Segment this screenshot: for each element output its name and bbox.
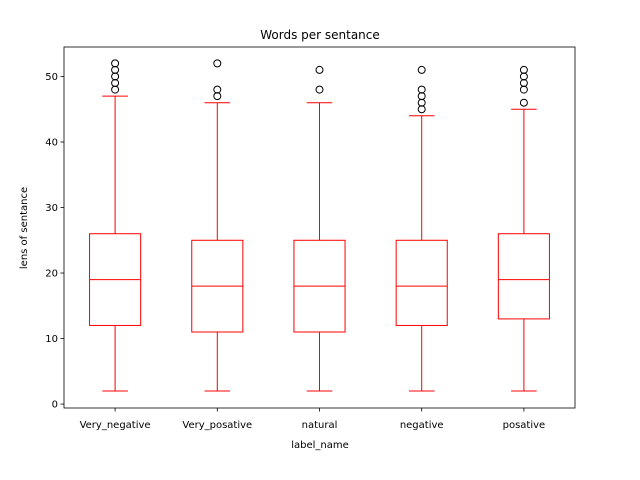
x-tick-label: Very_posative (182, 420, 252, 431)
box-natural (293, 65, 346, 392)
box-very-negative (89, 59, 142, 392)
flier-point (417, 65, 426, 74)
y-tick-label: 30 (45, 203, 58, 214)
chart-title: Words per sentance (260, 28, 380, 42)
y-tick-label: 20 (45, 269, 58, 280)
y-tick-label: 50 (45, 72, 58, 83)
box-posative (497, 65, 550, 392)
box-very-posative (191, 59, 244, 392)
flier-point (417, 98, 426, 107)
x-axis: Very_negative Very_posative natural negativ… (80, 408, 546, 431)
flier-point (315, 65, 324, 74)
flier-point (111, 65, 120, 74)
flier-point (111, 79, 120, 88)
flier-point (213, 59, 222, 68)
flier-point (213, 85, 222, 94)
flier-point (315, 85, 324, 94)
plot-area (89, 59, 550, 392)
y-axis-label: lens of sentance (19, 187, 30, 269)
flier-point (519, 72, 528, 81)
box-iqr (497, 233, 550, 320)
flier-point (111, 85, 120, 94)
box-negative (395, 65, 448, 392)
x-tick-label: negative (400, 420, 444, 431)
box-iqr (395, 239, 448, 326)
flier-point (111, 59, 120, 68)
flier-point (417, 85, 426, 94)
flier-point (519, 65, 528, 74)
flier-point (417, 92, 426, 101)
x-tick-label: natural (302, 420, 338, 431)
x-axis-label: label_name (291, 440, 349, 451)
flier-point (519, 85, 528, 94)
x-tick-label: posative (503, 420, 546, 431)
y-tick-label: 10 (45, 334, 58, 345)
y-axis: 0 10 20 30 40 50 (45, 72, 64, 411)
flier-point (111, 72, 120, 81)
flier-point (519, 98, 528, 107)
flier-point (213, 92, 222, 101)
y-tick-label: 0 (52, 400, 58, 411)
x-tick-label: Very_negative (80, 420, 151, 431)
y-tick-label: 40 (45, 138, 58, 149)
flier-point (519, 79, 528, 88)
flier-point (417, 105, 426, 114)
